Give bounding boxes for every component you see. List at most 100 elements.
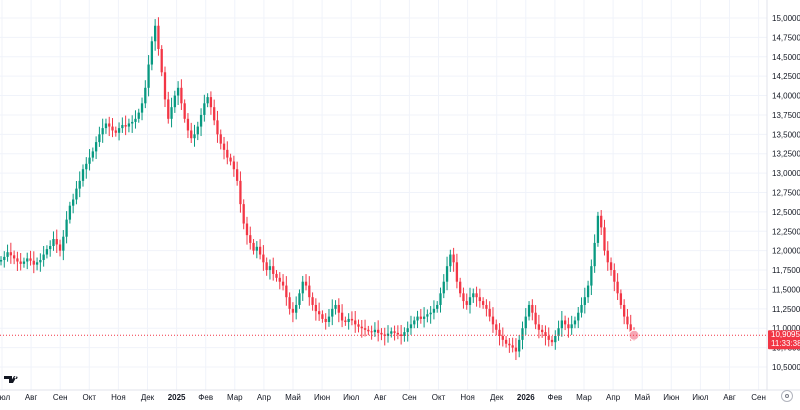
logo-icon — [4, 376, 18, 383]
x-tick-label: Май — [285, 393, 301, 402]
x-tick-label: Апр — [257, 393, 272, 402]
candle-body — [370, 331, 373, 333]
candle-body — [278, 277, 281, 282]
candle-body — [180, 87, 183, 104]
y-tick-label: 10,5000 — [772, 363, 800, 372]
candle-body — [268, 266, 272, 271]
candle-body — [154, 25, 157, 42]
candle-body — [22, 261, 26, 264]
y-tick-label: 11,5000 — [772, 285, 800, 294]
candle-body — [285, 285, 288, 298]
candle-body — [459, 281, 462, 294]
x-tick-label: Ноя — [111, 393, 126, 402]
candle-body — [409, 324, 413, 329]
tradingview-logo[interactable] — [4, 376, 18, 383]
candle-body — [508, 343, 511, 346]
x-tick-label: Мар — [576, 393, 592, 402]
candle-body — [616, 281, 619, 294]
candle-body — [436, 304, 439, 309]
candle-body — [291, 308, 295, 313]
candle-body — [626, 316, 629, 325]
candle-body — [203, 103, 206, 115]
candle-body — [354, 320, 357, 325]
candle-body — [160, 49, 163, 73]
x-tick-label: Май — [634, 393, 650, 402]
candle-body — [226, 149, 229, 158]
candle-body — [298, 293, 301, 305]
candle-body — [416, 316, 419, 321]
candle-body — [281, 281, 285, 286]
candle-body — [629, 324, 632, 333]
candle-body — [580, 304, 583, 313]
price-label-box — [768, 330, 800, 350]
candle-body — [12, 255, 16, 259]
candle-body — [108, 123, 111, 127]
candle-body — [331, 308, 334, 317]
candle-body — [537, 324, 541, 330]
candle-body — [91, 151, 94, 158]
candles — [0, 17, 636, 361]
candle-body — [98, 134, 101, 143]
candle-body — [321, 314, 324, 319]
x-axis[interactable]: Июл Авг Сен Окт Ноя Дек 2025 Фев Мар Апр Май Июн Июл… — [0, 389, 800, 402]
candle-body — [534, 312, 537, 325]
candle-body — [475, 293, 478, 298]
price-label: 10,9095 — [771, 330, 800, 339]
candle-body — [521, 328, 524, 340]
candle-body — [609, 262, 613, 271]
candle-body — [232, 161, 236, 170]
candle-body — [426, 314, 429, 317]
candle-body — [49, 246, 52, 250]
candle-body — [452, 254, 455, 263]
candle-body — [547, 335, 550, 340]
candle-body — [127, 123, 131, 127]
settings-icon[interactable] — [781, 390, 793, 402]
candle-body — [157, 25, 160, 50]
candle-body — [468, 297, 472, 305]
candle-body — [85, 163, 88, 170]
candle-body — [544, 332, 547, 336]
candle-body — [455, 262, 459, 282]
x-tick-label: Окт — [432, 393, 446, 402]
candle-body — [121, 125, 124, 129]
x-tick-label: Сен — [402, 393, 417, 402]
candle-body — [324, 318, 327, 323]
candle-body — [35, 262, 39, 265]
candle-body — [337, 304, 340, 313]
y-tick-label: 11,7500 — [772, 266, 800, 275]
candle-body — [58, 244, 62, 251]
candle-body — [52, 239, 55, 247]
candle-body — [75, 188, 78, 200]
candle-body — [144, 87, 147, 104]
candle-body — [350, 318, 354, 321]
candle-body — [62, 236, 65, 251]
candle-body — [88, 157, 91, 164]
candle-body — [419, 316, 422, 319]
candle-body — [39, 259, 42, 263]
candle-body — [258, 246, 262, 255]
y-tick-label: 12,0000 — [772, 247, 800, 256]
x-tick-label: 2026 — [517, 393, 535, 402]
candle-body — [563, 320, 567, 325]
x-tick-label: Авг — [25, 393, 38, 402]
candle-body — [432, 308, 436, 313]
candle-body — [199, 114, 203, 127]
candle-body — [72, 199, 75, 206]
y-tick-label: 12,2500 — [772, 227, 800, 236]
candle-body — [81, 169, 85, 181]
candle-body — [65, 219, 68, 237]
candle-body — [524, 316, 527, 329]
candle-body — [577, 312, 580, 321]
candle-body — [239, 180, 242, 205]
grid — [0, 0, 767, 390]
candle-body — [6, 252, 9, 257]
candle-body — [147, 64, 150, 88]
candle-body — [360, 326, 363, 329]
candle-body — [249, 235, 252, 243]
candle-body — [363, 328, 367, 330]
candle-body — [586, 285, 590, 298]
candle-body — [531, 304, 534, 313]
y-tick-label: 11,2500 — [772, 305, 800, 314]
